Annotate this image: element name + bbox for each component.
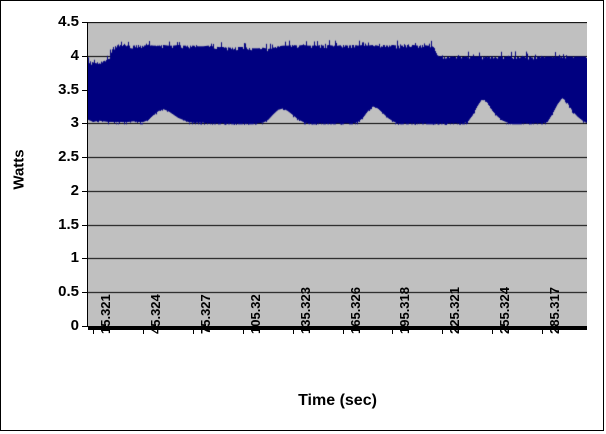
x-axis-line: [88, 326, 587, 330]
y-axis-tick-labels: 0 0.5 1 1.5 2 2.5 3 3.5 4 4.5: [1, 1, 79, 434]
x-tick-mark: [542, 330, 544, 334]
y-tick-mark: [82, 89, 87, 91]
x-tick-mark: [93, 330, 95, 334]
x-tick-mark: [442, 330, 444, 334]
y-tick-label: 1: [70, 249, 79, 267]
x-tick-label: 15.321: [98, 294, 114, 334]
x-tick-label: 45.324: [147, 294, 163, 334]
x-tick-mark: [192, 330, 194, 334]
x-tick-label: 165.326: [347, 287, 363, 334]
x-tick-mark: [342, 330, 344, 334]
x-tick-label: 75.327: [197, 294, 213, 334]
y-tick-mark: [82, 224, 87, 226]
y-tick-label: 1.5: [58, 215, 79, 233]
y-tick-label: 2: [70, 181, 79, 199]
y-tick-label: 2.5: [58, 148, 79, 166]
y-tick-label: 0: [70, 317, 79, 334]
plot-area: [88, 22, 587, 326]
x-tick-mark: [392, 330, 394, 334]
x-axis-title: Time (sec): [298, 392, 377, 409]
x-tick-mark: [492, 330, 494, 334]
x-tick-label: 255.324: [497, 287, 513, 334]
y-tick-mark: [82, 55, 87, 57]
y-tick-label: 3.5: [58, 80, 79, 98]
x-tick-label: 225.321: [447, 287, 463, 334]
x-tick-label: 135.323: [297, 287, 313, 334]
x-tick-mark: [142, 330, 144, 334]
y-tick-mark: [82, 157, 87, 159]
y-axis-line: [87, 22, 88, 327]
x-tick-mark: [292, 330, 294, 334]
y-tick-mark: [82, 123, 87, 125]
x-tick-label: 195.318: [397, 287, 413, 334]
y-tick-label: 0.5: [58, 283, 79, 301]
y-tick-label: 4.5: [58, 13, 79, 30]
x-tick-mark: [242, 330, 244, 334]
y-tick-mark: [82, 190, 87, 192]
y-tick-label: 3: [70, 114, 79, 132]
y-tick-mark: [82, 292, 87, 294]
x-tick-label: 105.32: [247, 294, 263, 334]
y-tick-mark: [82, 326, 87, 327]
x-tick-label: 285.317: [547, 287, 563, 334]
y-tick-label: 4: [70, 46, 79, 64]
y-tick-mark: [82, 22, 87, 23]
y-tick-mark: [82, 258, 87, 260]
series-waveform-canvas: [88, 22, 587, 326]
